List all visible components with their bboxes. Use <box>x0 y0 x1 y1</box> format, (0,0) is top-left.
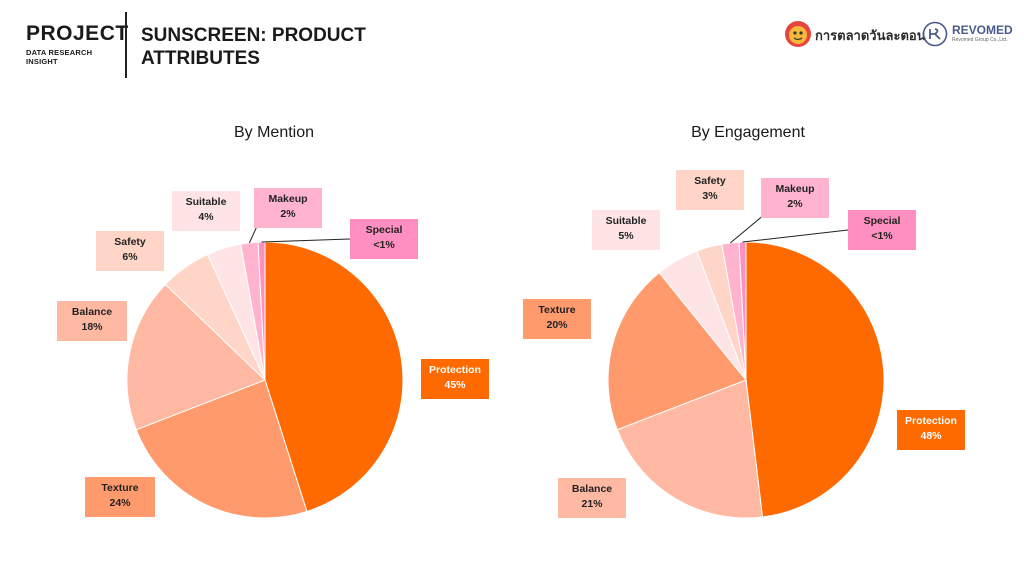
pie-engagement <box>607 241 885 519</box>
chart-title-engagement: By Engagement <box>691 124 805 141</box>
slice-label-name: Safety <box>114 236 146 248</box>
leader-line-special <box>261 238 351 243</box>
pie-slice-balance <box>126 283 266 431</box>
slice-label-makeup: Makeup 2% <box>761 178 829 218</box>
slice-label-makeup: Makeup 2% <box>254 188 322 228</box>
pie-slice-protection <box>745 241 885 518</box>
slice-label-name: Texture <box>538 304 576 316</box>
slice-label-value: 5% <box>618 230 634 242</box>
leader-line-makeup <box>730 213 766 244</box>
slice-label-balance: Balance 21% <box>558 478 626 518</box>
slice-label-name: Makeup <box>268 193 308 205</box>
slice-label-value: 4% <box>198 211 214 223</box>
project-brand: PROJECT DATA RESEARCH INSIGHT <box>26 22 129 66</box>
partner-logos: การตลาดวันละตอน REVOMED Revomed Group Co… <box>784 20 1013 48</box>
slice-label-value: 21% <box>581 498 603 510</box>
slice-label-special: Special <1% <box>350 219 418 259</box>
chart-title-mention: By Mention <box>233 124 315 141</box>
page-title-line-2: ATTRIBUTES <box>141 48 260 69</box>
slice-label-safety: Safety 3% <box>676 170 744 210</box>
marketing-logo-text: การตลาดวันละตอน <box>815 28 926 43</box>
slice-label-value: 2% <box>280 208 296 220</box>
slice-label-name: Protection <box>429 364 481 376</box>
revomed-logo-subtext: Revomed Group Co.,Ltd. <box>952 37 1008 43</box>
slice-label-name: Safety <box>694 175 726 187</box>
slice-label-protection: Protection 48% <box>897 410 965 450</box>
slice-label-value: 18% <box>81 321 103 333</box>
pie-slice-texture <box>607 271 747 431</box>
page-title-line-1: SUNSCREEN: PRODUCT <box>141 25 366 46</box>
revomed-logo-icon <box>922 21 948 47</box>
slice-label-value: 6% <box>122 251 138 263</box>
slice-label-name: Suitable <box>185 196 227 208</box>
slice-label-value: 20% <box>546 319 568 331</box>
marketing-logo-icon <box>785 21 811 47</box>
leader-line-special <box>742 229 849 243</box>
header-divider <box>125 12 127 78</box>
slice-label-protection: Protection 45% <box>421 359 489 399</box>
slice-label-value: 24% <box>109 497 131 509</box>
slice-label-name: Special <box>365 224 403 236</box>
slice-label-texture: Texture 24% <box>85 477 155 517</box>
slice-label-name: Protection <box>905 415 957 427</box>
brand-title: PROJECT <box>26 22 129 45</box>
leader-lines <box>248 213 849 244</box>
revomed-logo-text: REVOMED <box>952 23 1013 37</box>
slice-label-value: 2% <box>787 198 803 210</box>
slice-label-safety: Safety 6% <box>96 231 164 271</box>
slice-label-name: Balance <box>571 483 613 495</box>
page-title: SUNSCREEN: PRODUCT ATTRIBUTES <box>141 24 441 70</box>
pie-mention <box>126 241 404 519</box>
slice-label-suitable: Suitable 4% <box>172 191 240 231</box>
slice-label-suitable: Suitable 5% <box>592 210 660 250</box>
slice-label-value: <1% <box>871 230 893 242</box>
slice-label-name: Balance <box>71 306 113 318</box>
slice-label-value: 3% <box>702 190 718 202</box>
slice-label-texture: Texture 20% <box>523 299 591 339</box>
brand-subtitle: DATA RESEARCH INSIGHT <box>26 48 93 66</box>
slice-label-value: 48% <box>920 430 942 442</box>
slice-label-balance: Balance 18% <box>57 301 127 341</box>
slice-label-name: Texture <box>101 482 139 494</box>
slice-label-special: Special <1% <box>848 210 916 250</box>
slice-label-name: Suitable <box>605 215 647 227</box>
pie-slice-balance <box>616 379 764 519</box>
pie-slice-protection <box>264 241 404 513</box>
pie-slice-texture <box>135 379 308 519</box>
slice-label-name: Makeup <box>775 183 815 195</box>
slice-label-value: 45% <box>444 379 466 391</box>
slice-label-name: Special <box>863 215 901 227</box>
slice-label-value: <1% <box>373 239 395 251</box>
